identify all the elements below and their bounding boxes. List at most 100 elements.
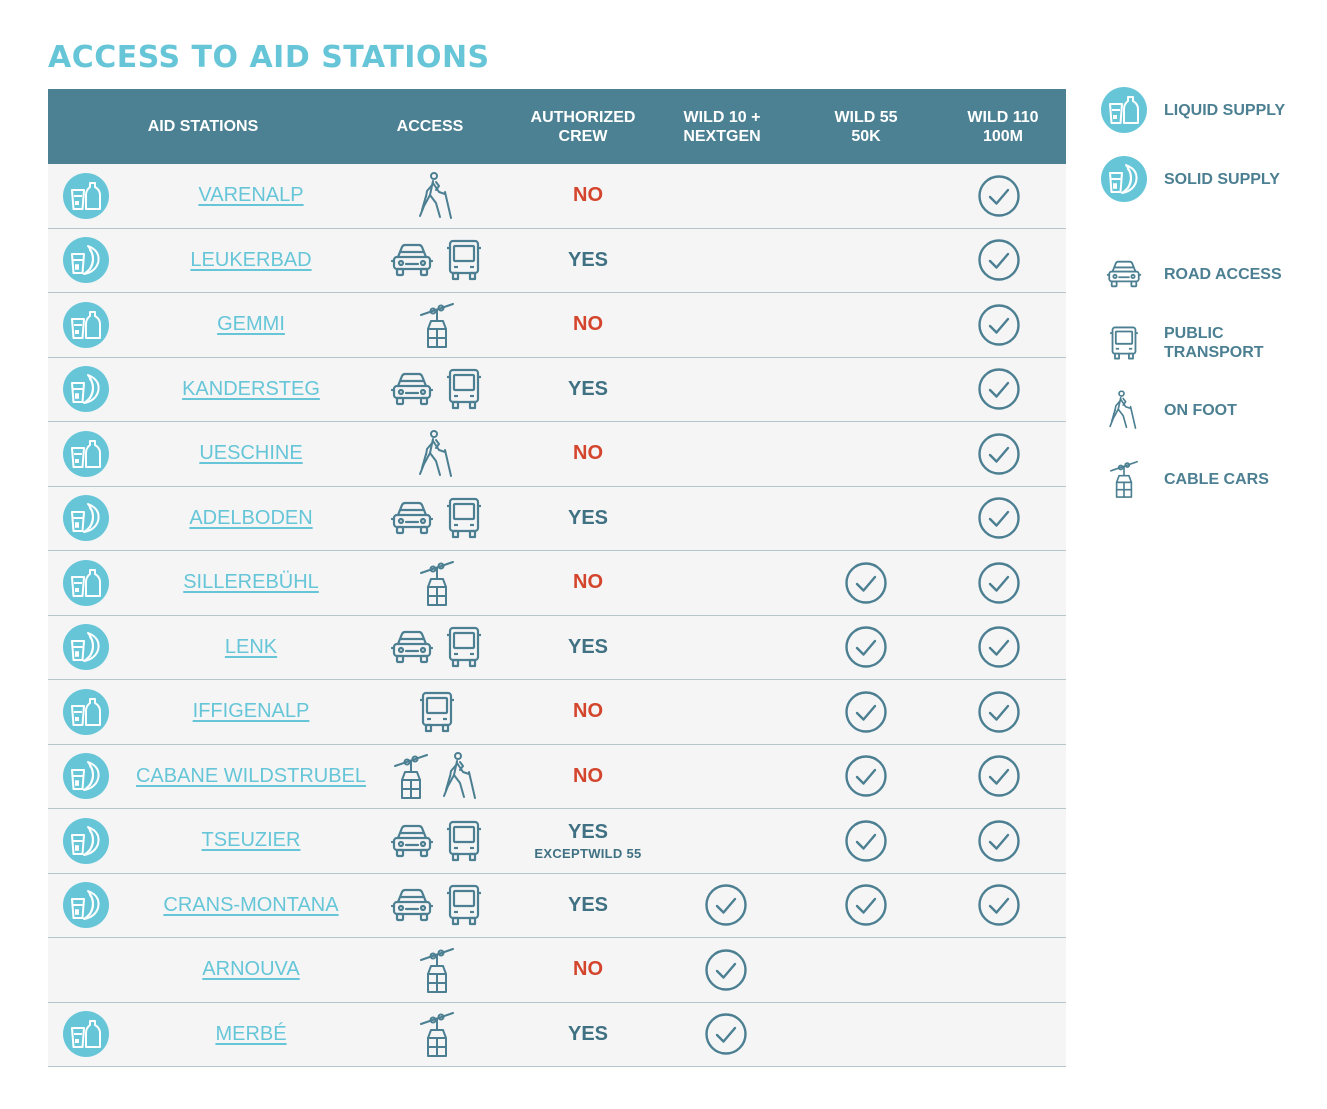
station-link[interactable]: IFFIGENALP [192, 700, 310, 723]
crew-cell: YES [506, 229, 670, 293]
table-row: ARNOUVA NO [48, 938, 1066, 1003]
wild110-cell [934, 874, 1064, 938]
check-icon [704, 948, 748, 992]
car-icon [391, 369, 433, 409]
solid-icon-circle [1101, 156, 1147, 202]
wild10-cell [670, 487, 782, 551]
aid-stations-table: AID STATIONS ACCESS AUTHORIZED CREW WILD… [48, 89, 1066, 1067]
access-icons [419, 946, 455, 994]
legend-item: PUBLIC TRANSPORT [1100, 317, 1264, 369]
station-name-cell: UESCHINE [124, 422, 378, 486]
liquid-icon [63, 688, 109, 735]
wild55-cell [803, 358, 929, 422]
supply-cell [48, 809, 124, 873]
wild10-cell [670, 938, 782, 1002]
station-link[interactable]: LEUKERBAD [190, 248, 312, 271]
access-cell [378, 487, 496, 551]
legend-label: LIQUID SUPPLY [1164, 101, 1286, 119]
legend-label: CABLE CARS [1164, 470, 1269, 488]
on-foot-icon [417, 171, 457, 220]
station-link[interactable]: ARNOUVA [202, 958, 300, 981]
wild55-cell [803, 938, 929, 1002]
access-icons [391, 497, 483, 539]
wild55-cell [803, 745, 929, 809]
header-wild-10: WILD 10 + NEXTGEN [683, 108, 761, 145]
crew-cell: NO [506, 551, 670, 615]
crew-value: YES [567, 820, 609, 843]
table-row: LEUKERBAD YES [48, 228, 1066, 293]
station-link[interactable]: CABANE WILDSTRUBEL [135, 764, 367, 787]
station-link[interactable]: CRANS-MONTANA [163, 893, 339, 916]
wild55-cell [803, 422, 929, 486]
wild55-cell [803, 1003, 929, 1067]
access-cell [378, 358, 496, 422]
cable-car-icon [419, 301, 455, 349]
crew-value: NO [573, 764, 603, 787]
table-row: IFFIGENALP NO [48, 680, 1066, 745]
solid-icon [63, 753, 109, 800]
wild55-cell [803, 616, 929, 680]
table-row: SILLEREBÜHL NO [48, 551, 1066, 616]
access-cell [378, 164, 496, 228]
wild55-cell [803, 487, 929, 551]
station-link[interactable]: SILLEREBÜHL [183, 571, 319, 594]
liquid-icon-circle [1101, 87, 1147, 133]
station-link[interactable]: UESCHINE [199, 442, 303, 465]
wild110-cell [934, 616, 1064, 680]
wild110-cell [934, 229, 1064, 293]
wild110-cell [934, 745, 1064, 809]
station-name-cell: ARNOUVA [124, 938, 378, 1002]
crew-note: EXCEPTWILD 55 [534, 845, 642, 861]
bus-icon [445, 820, 483, 862]
access-cell [378, 422, 496, 486]
station-link[interactable]: LENK [224, 635, 278, 658]
crew-cell: NO [506, 938, 670, 1002]
check-icon [977, 238, 1021, 282]
legend-item: SOLID SUPPLY [1100, 153, 1280, 205]
check-icon [977, 819, 1021, 863]
access-cell [378, 551, 496, 615]
header-wild-55: WILD 55 50K [834, 108, 898, 145]
car-icon [391, 240, 433, 280]
table-row: KANDERSTEG YES [48, 357, 1066, 422]
access-icons [393, 752, 481, 800]
station-link[interactable]: ADELBODEN [189, 506, 313, 529]
station-link[interactable]: KANDERSTEG [182, 377, 320, 400]
wild10-cell [670, 745, 782, 809]
table-row: LENK YES [48, 615, 1066, 680]
station-link[interactable]: GEMMI [217, 313, 285, 336]
station-link[interactable]: TSEUZIER [201, 829, 301, 852]
liquid-icon [63, 1011, 109, 1058]
wild10-cell [670, 164, 782, 228]
on-foot-icon [441, 752, 481, 800]
supply-cell [48, 938, 124, 1002]
bus-icon [445, 626, 483, 668]
check-icon [844, 561, 888, 605]
legend-item: ON FOOT [1100, 384, 1237, 436]
wild110-cell [934, 1003, 1064, 1067]
check-icon [977, 174, 1021, 218]
crew-value: YES [567, 635, 609, 658]
wild55-cell [803, 293, 929, 357]
supply-cell [48, 164, 124, 228]
supply-cell [48, 487, 124, 551]
check-icon [844, 625, 888, 669]
crew-cell: NO [506, 293, 670, 357]
legend-item: LIQUID SUPPLY [1100, 84, 1285, 136]
station-name-cell: IFFIGENALP [124, 680, 378, 744]
table-row: ADELBODEN YES [48, 486, 1066, 551]
on-foot-icon [1100, 386, 1148, 434]
liquid-icon [63, 559, 109, 606]
table-row: VARENALP NO [48, 164, 1066, 229]
wild55-cell [803, 874, 929, 938]
legend-label: PUBLIC TRANSPORT [1164, 325, 1264, 361]
access-icons [391, 239, 483, 281]
station-name-cell: TSEUZIER [124, 809, 378, 873]
access-icons [391, 884, 483, 926]
station-link[interactable]: VARENALP [198, 184, 304, 207]
access-cell [378, 229, 496, 293]
station-link[interactable]: MERBÉ [215, 1022, 287, 1045]
wild10-cell [670, 551, 782, 615]
cable-car-icon [419, 1010, 455, 1058]
crew-value: YES [567, 893, 609, 916]
